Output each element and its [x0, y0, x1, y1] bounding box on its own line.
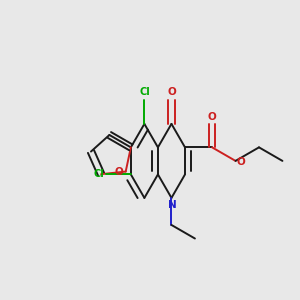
Text: Cl: Cl: [139, 87, 150, 97]
Text: O: O: [208, 112, 217, 122]
Text: O: O: [237, 157, 246, 166]
Text: O: O: [167, 87, 176, 97]
Text: Cl: Cl: [94, 169, 104, 179]
Text: O: O: [115, 167, 124, 177]
Text: N: N: [168, 200, 176, 209]
